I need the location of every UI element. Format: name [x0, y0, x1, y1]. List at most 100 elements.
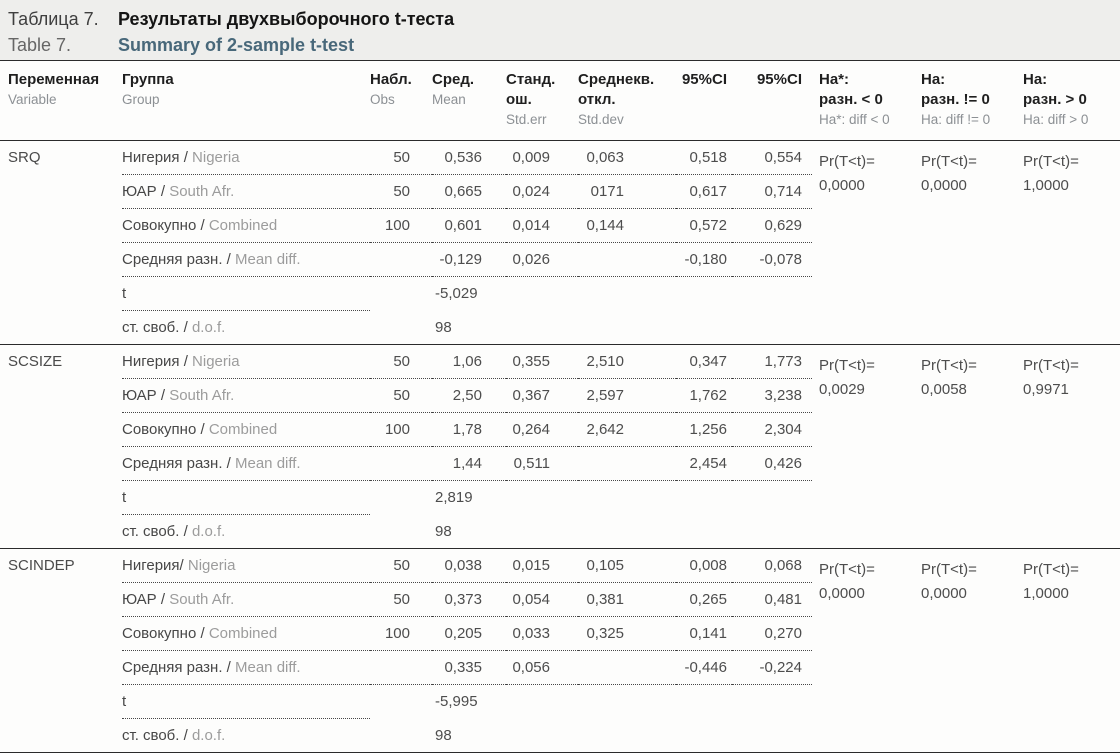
table-row: SRQ Нигерия / Nigeria 50 0,536 0,009 0,0… — [0, 140, 1120, 194]
ci-high-cell — [732, 311, 812, 345]
ci-high-cell: 3,238 — [732, 378, 812, 413]
ha-lt-cell: Pr(T<t)= 0,0000 — [812, 549, 914, 753]
obs-cell: 100 — [370, 208, 432, 243]
stderr-cell: 0,033 — [506, 616, 578, 651]
ha-lt-value: 0,0029 — [819, 381, 865, 398]
group-ru: Средняя разн. / — [122, 659, 231, 676]
header-variable-ru: Переменная — [8, 71, 100, 88]
group-cell: ЮАР / South Afr. — [122, 378, 370, 413]
mean-cell: 0,373 — [432, 582, 506, 617]
group-ru: Средняя разн. / — [122, 455, 231, 472]
group-ru: ЮАР / — [122, 591, 166, 608]
table-row: t -5,029 — [0, 276, 1120, 311]
header-stderr: Станд. ош. Std.err — [506, 60, 578, 141]
stderr-cell: 0,014 — [506, 208, 578, 243]
stddev-cell — [578, 446, 676, 481]
stddev-cell: 2,642 — [578, 412, 676, 447]
stddev-cell: 2,597 — [578, 378, 676, 413]
group-en: Nigeria — [192, 353, 240, 370]
group-en: Mean diff. — [235, 455, 301, 472]
group-cell: Совокупно / Combined — [122, 616, 370, 651]
group-en: d.o.f. — [191, 319, 226, 336]
mean-cell: 0,536 — [432, 140, 506, 175]
header-variable: Переменная Variable — [0, 60, 122, 141]
table-row: ст. своб. / d.o.f. 98 — [0, 719, 1120, 753]
ci-high-cell: 0,714 — [732, 174, 812, 209]
obs-cell — [370, 311, 432, 345]
group-ru: ЮАР / — [122, 387, 166, 404]
header-ha-diff-ne-0: Ha: разн. != 0 Ha: diff != 0 — [914, 60, 1016, 141]
ha-gt-label: Pr(T<t)= — [1023, 357, 1079, 374]
group-ru: ст. своб. / — [122, 523, 188, 540]
header-obs-en: Obs — [370, 92, 395, 107]
group-en: South Afr. — [169, 387, 235, 404]
table-row: ЮАР / South Afr. 50 2,50 0,367 2,597 1,7… — [0, 378, 1120, 413]
stderr-cell: 0,056 — [506, 650, 578, 685]
ci-high-cell — [732, 277, 812, 311]
ha-ne-label: Pr(T<t)= — [921, 153, 977, 170]
header-ci-low: 95%CI — [676, 60, 732, 141]
header-group: Группа Group — [122, 60, 370, 141]
ha-gt-value: 0,9971 — [1023, 381, 1069, 398]
group-ru: Совокупно / — [122, 217, 205, 234]
group-en: Combined — [208, 625, 278, 642]
header-mean-ru: Сред. — [432, 71, 475, 88]
table-row: Средняя разн. / Mean diff. 0,335 0,056 -… — [0, 650, 1120, 685]
block-scindep: SCINDEP Нигерия/ Nigeria 50 0,038 0,015 … — [0, 548, 1120, 753]
stderr-cell: 0,024 — [506, 174, 578, 209]
mean-cell: 0,601 — [432, 208, 506, 243]
stddev-cell: 0,105 — [578, 548, 676, 583]
ci-low-cell — [676, 515, 732, 549]
header-stderr-en: Std.err — [506, 112, 547, 127]
stderr-cell — [506, 277, 578, 311]
ha-lt-label: Pr(T<t)= — [819, 357, 875, 374]
ci-low-cell: 2,454 — [676, 446, 732, 481]
header-ha-gt-ru1: Ha: — [1023, 71, 1048, 88]
ci-high-cell: 0,426 — [732, 446, 812, 481]
ha-ne-label: Pr(T<t)= — [921, 357, 977, 374]
stddev-cell: 0,325 — [578, 616, 676, 651]
header-ha-ne-ru1: Ha: — [921, 71, 946, 88]
mean-cell: -0,129 — [432, 242, 506, 277]
ha-ne-value: 0,0058 — [921, 381, 967, 398]
stddev-cell: 0,144 — [578, 208, 676, 243]
stderr-cell — [506, 719, 578, 753]
obs-cell — [370, 242, 432, 277]
ci-low-cell — [676, 481, 732, 515]
group-ru: ЮАР / — [122, 183, 166, 200]
group-cell: ЮАР / South Afr. — [122, 582, 370, 617]
ha-lt-cell: Pr(T<t)= 0,0029 — [812, 345, 914, 549]
group-cell: Средняя разн. / Mean diff. — [122, 446, 370, 481]
group-ru: ст. своб. / — [122, 727, 188, 744]
obs-cell: 50 — [370, 582, 432, 617]
t-value-cell: 2,819 — [435, 489, 473, 506]
table-row: t -5,995 — [0, 684, 1120, 719]
ha-gt-label: Pr(T<t)= — [1023, 561, 1079, 578]
header-mean: Сред. Mean — [432, 60, 506, 141]
group-cell: t — [122, 276, 370, 311]
group-en: Combined — [208, 217, 278, 234]
group-cell: Средняя разн. / Mean diff. — [122, 242, 370, 277]
stddev-cell — [578, 311, 676, 345]
variable-cell: SCINDEP — [8, 557, 75, 574]
obs-cell: 50 — [370, 344, 432, 379]
table-row: Средняя разн. / Mean diff. -0,129 0,026 … — [0, 242, 1120, 277]
header-ha-lt-ru1: Ha*: — [819, 71, 850, 88]
header-ha-lt-ru2: разн. < 0 — [819, 91, 883, 108]
group-cell: Нигерия / Nigeria — [122, 344, 370, 379]
ci-low-cell: 0,347 — [676, 344, 732, 379]
stderr-cell — [506, 311, 578, 345]
stddev-cell — [578, 515, 676, 549]
stddev-cell — [578, 685, 676, 719]
stddev-cell — [578, 277, 676, 311]
stderr-cell: 0,054 — [506, 582, 578, 617]
ci-high-cell: 2,304 — [732, 412, 812, 447]
dof-value-cell: 98 — [435, 726, 452, 744]
group-cell: ст. своб. / d.o.f. — [122, 311, 370, 345]
caption-line-en: Table 7. Summary of 2-sample t-test — [8, 32, 1120, 58]
stddev-cell: 2,510 — [578, 344, 676, 379]
ha-gt-cell: Pr(T<t)= 1,0000 — [1016, 549, 1120, 753]
ha-gt-label: Pr(T<t)= — [1023, 153, 1079, 170]
stderr-cell — [506, 481, 578, 515]
group-ru: Совокупно / — [122, 625, 205, 642]
